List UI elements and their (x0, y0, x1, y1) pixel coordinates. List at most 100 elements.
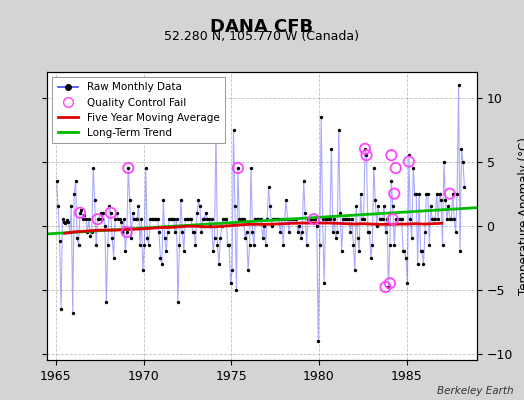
Point (310, 216, 318, 222)
Point (167, 216, 175, 222)
Point (418, 248, 426, 254)
Point (232, 286, 241, 293)
Point (76, 210, 84, 216)
Point (279, 242, 287, 248)
Point (389, 216, 397, 222)
Point (213, 242, 222, 248)
Point (413, 261, 422, 267)
Point (140, 242, 148, 248)
Point (269, 216, 277, 222)
Point (172, 216, 181, 222)
Point (334, 126, 343, 133)
Point (209, 248, 217, 254)
Point (147, 216, 156, 222)
Point (444, 203, 453, 210)
Point (155, 229, 163, 235)
Point (361, 146, 369, 152)
Point (286, 216, 294, 222)
Point (317, 114, 325, 120)
Point (221, 216, 229, 222)
Point (254, 216, 263, 222)
Point (348, 216, 356, 222)
Point (410, 190, 419, 197)
Point (57, 306, 66, 312)
Point (175, 242, 183, 248)
Point (60, 218, 68, 225)
Point (443, 216, 451, 222)
Point (64, 218, 72, 225)
Point (127, 235, 135, 242)
Point (139, 267, 147, 274)
Point (159, 197, 168, 203)
Point (104, 242, 112, 248)
Point (395, 216, 403, 222)
Point (118, 229, 127, 235)
Point (345, 216, 353, 222)
Point (323, 216, 331, 222)
Point (110, 254, 118, 261)
Point (400, 248, 409, 254)
Point (364, 229, 372, 235)
Point (76, 210, 84, 216)
Point (326, 216, 334, 222)
Point (106, 210, 115, 216)
Point (169, 216, 178, 222)
Point (105, 203, 114, 210)
Point (397, 216, 406, 222)
Point (399, 248, 407, 254)
Point (412, 190, 420, 197)
Point (263, 216, 271, 222)
Point (289, 216, 298, 222)
Point (212, 126, 220, 133)
Point (86, 233, 94, 239)
Point (320, 280, 329, 286)
Point (371, 197, 379, 203)
Point (219, 216, 227, 222)
Point (440, 158, 448, 165)
Point (101, 222, 109, 229)
Point (352, 203, 361, 210)
Point (402, 254, 410, 261)
Point (333, 229, 342, 235)
Point (432, 190, 441, 197)
Point (204, 216, 213, 222)
Point (389, 203, 397, 210)
Point (70, 190, 79, 197)
Point (341, 216, 349, 222)
Point (384, 284, 392, 290)
Point (260, 222, 268, 229)
Point (362, 152, 370, 158)
Point (190, 229, 198, 235)
Point (99, 210, 107, 216)
Point (150, 216, 159, 222)
Point (422, 190, 431, 197)
Point (387, 152, 396, 158)
Point (84, 216, 93, 222)
Y-axis label: Temperature Anomaly (°C): Temperature Anomaly (°C) (518, 137, 524, 295)
Point (195, 203, 204, 210)
Point (111, 216, 119, 222)
Point (114, 216, 122, 222)
Point (428, 216, 436, 222)
Point (292, 216, 301, 222)
Point (73, 235, 81, 242)
Point (119, 216, 128, 222)
Point (282, 197, 290, 203)
Point (327, 146, 335, 152)
Point (231, 203, 239, 210)
Point (245, 242, 254, 248)
Point (332, 235, 340, 242)
Point (235, 216, 244, 222)
Point (258, 235, 267, 242)
Point (61, 220, 70, 226)
Point (447, 216, 455, 222)
Point (115, 216, 124, 222)
Point (419, 261, 428, 267)
Point (121, 248, 129, 254)
Point (230, 126, 238, 133)
Point (161, 235, 169, 242)
Point (276, 229, 285, 235)
Point (189, 229, 197, 235)
Point (381, 284, 390, 290)
Point (359, 216, 368, 222)
